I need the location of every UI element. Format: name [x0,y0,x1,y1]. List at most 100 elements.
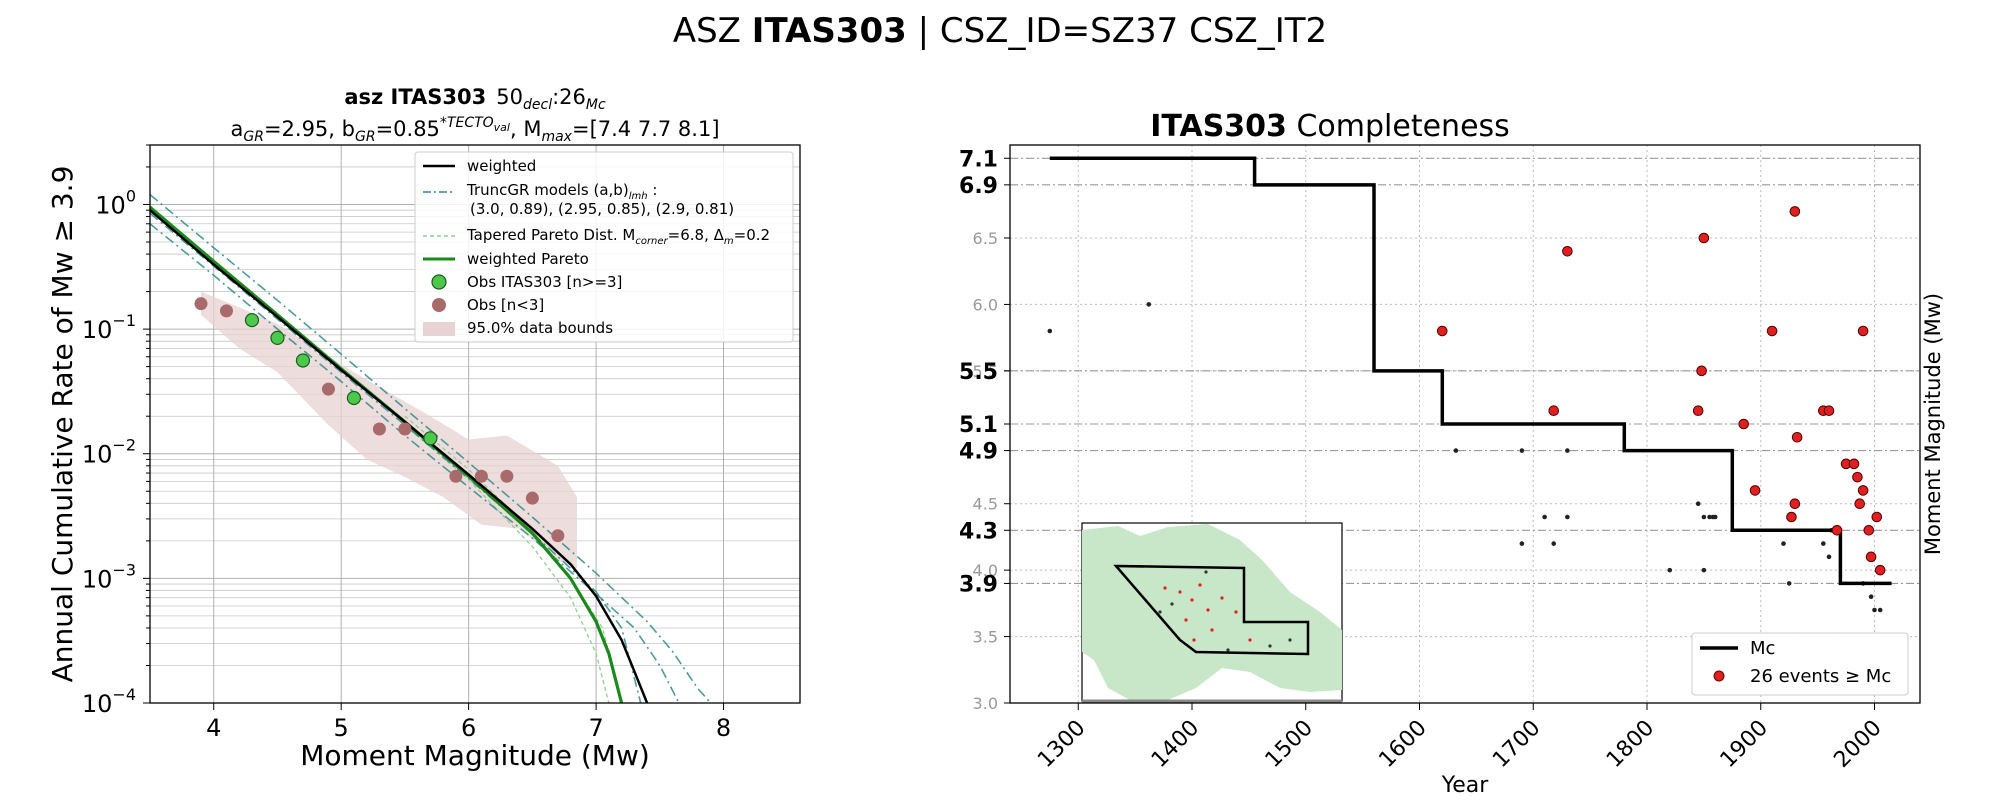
small-event-point [1565,514,1570,520]
legend-swatch-events [1713,670,1725,682]
right-title: ITAS303 Completeness [1150,109,1510,144]
tapered-pareto-line [404,415,623,704]
y-tick-label-minor: 4.5 [973,495,998,514]
event-point [1766,325,1778,337]
y-tick-label-mc: 3.9 [959,572,998,597]
obs-main-point [423,431,438,446]
small-event-point [1712,514,1718,520]
small-event-point [1146,302,1152,307]
left-ticks: 4 5 6 7 8 100 10−1 10−2 10−3 10−4 [82,144,731,742]
y-tick-label-mc: 7.1 [959,147,998,172]
obs-small-point [372,422,386,436]
y-tick-label: 100 [95,186,136,219]
small-event-point [1047,328,1053,334]
obs-main-point [244,313,260,328]
figure-title: ASZ ITAS303 | CSZ_ID=SZ37 CSZ_IT2 [673,11,1327,51]
obs-small-point [525,491,539,505]
x-tick-label: 1300 [1033,716,1090,773]
truncgr-line [149,193,712,704]
inset-map [1081,522,1343,703]
y-tick-label-minor: 3.5 [973,628,998,647]
event-point [1854,498,1866,510]
legend-label-mc: Mc [1750,638,1775,659]
obs-small-point [551,529,565,543]
small-event-point [1453,448,1459,453]
legend-swatch-bounds [423,322,455,336]
event-point [1863,524,1875,536]
event-point [1696,365,1707,377]
small-event-point [1781,541,1786,546]
event-point [1786,511,1797,523]
event-point [1548,405,1560,417]
inset-land [1082,524,1342,700]
y-tick-label-mc: 5.1 [959,413,998,438]
event-point [1789,206,1801,217]
event-point [1738,418,1749,430]
obs-main-point [270,330,285,345]
right-legend-box [1691,632,1909,696]
y-tick-label: 10−3 [82,560,136,593]
small-event-point [1701,514,1707,520]
x-tick-label: 7 [588,714,603,742]
small-event-point [1707,514,1712,520]
x-tick-label: 1700 [1488,716,1545,773]
inset-zone-polygon [1113,564,1310,656]
left-x-label: Moment Magnitude (Mw) [300,739,650,772]
x-tick-label: 8 [716,714,731,742]
x-tick-label: 1800 [1602,716,1659,773]
event-point [1857,325,1869,337]
legend-label-bounds: 95.0% data bounds [467,319,613,337]
small-event-point [1701,567,1707,573]
event-point [1848,458,1860,470]
legend-swatch-obs-small [432,298,446,312]
left-legend-box [414,151,794,343]
tapered-pareto-line [404,424,610,704]
right-y-label: Moment Magnitude (Mw) [1921,293,1945,555]
event-point [1789,498,1801,510]
legend-label-obs-main: Obs ITAS303 [n>=3] [467,273,622,291]
small-event-point [1542,514,1547,520]
bounds-band [201,291,577,569]
legend-label-truncgr-values: (3.0, 0.89), (2.95, 0.85), (2.9, 0.81) [470,200,734,218]
left-panel: asz ITAS303 50decl:26Mc aGR=2.95, bGR=0.8… [46,85,801,772]
small-event-point [1872,607,1877,613]
left-points [194,297,565,543]
event-point [1562,245,1573,257]
x-tick-label: 1600 [1374,716,1431,773]
event-point [1865,551,1877,563]
y-tick-label-minor: 5.5 [973,362,998,381]
legend-label-tapered: Tapered Pareto Dist. Mcorner=6.8, Δm=0.2 [466,226,770,247]
legend-label-events: 26 events ≥ Mc [1750,666,1891,687]
event-point [1831,524,1843,536]
y-tick-label-minor: 4.0 [973,561,998,580]
mc-step-line [1049,156,1892,586]
left-y-label: Annual Cumulative Rate of Mw ≥ 3.9 [46,166,79,683]
y-tick-label: 10−1 [82,311,136,344]
obs-main-point [295,353,311,368]
y-tick-label-minor: 6.5 [973,229,998,248]
left-title-line1: asz ITAS303 50decl:26Mc [344,85,606,113]
right-legend: Mc 26 events ≥ Mc [1691,632,1909,696]
obs-small-point [500,469,514,483]
left-curves [148,193,712,704]
x-tick-label: 1900 [1716,716,1773,773]
event-point [1436,325,1448,337]
x-tick-label: 5 [334,714,349,742]
obs-main-point [346,390,362,406]
obs-small-point [398,422,412,436]
event-point [1698,232,1710,244]
right-x-label: Year [1441,773,1490,798]
event-point [1791,431,1803,443]
y-tick-label-mc: 4.3 [959,519,998,544]
y-tick-label-minor: 6.0 [973,295,998,314]
obs-small-point [474,469,488,483]
right-events [1436,206,1886,576]
event-point [1857,485,1869,496]
x-tick-label: 2000 [1829,716,1886,773]
obs-small-point [321,382,335,396]
event-point [1874,564,1886,576]
small-event-point [1519,448,1525,453]
small-event-point [1565,448,1570,453]
event-point [1852,471,1863,483]
